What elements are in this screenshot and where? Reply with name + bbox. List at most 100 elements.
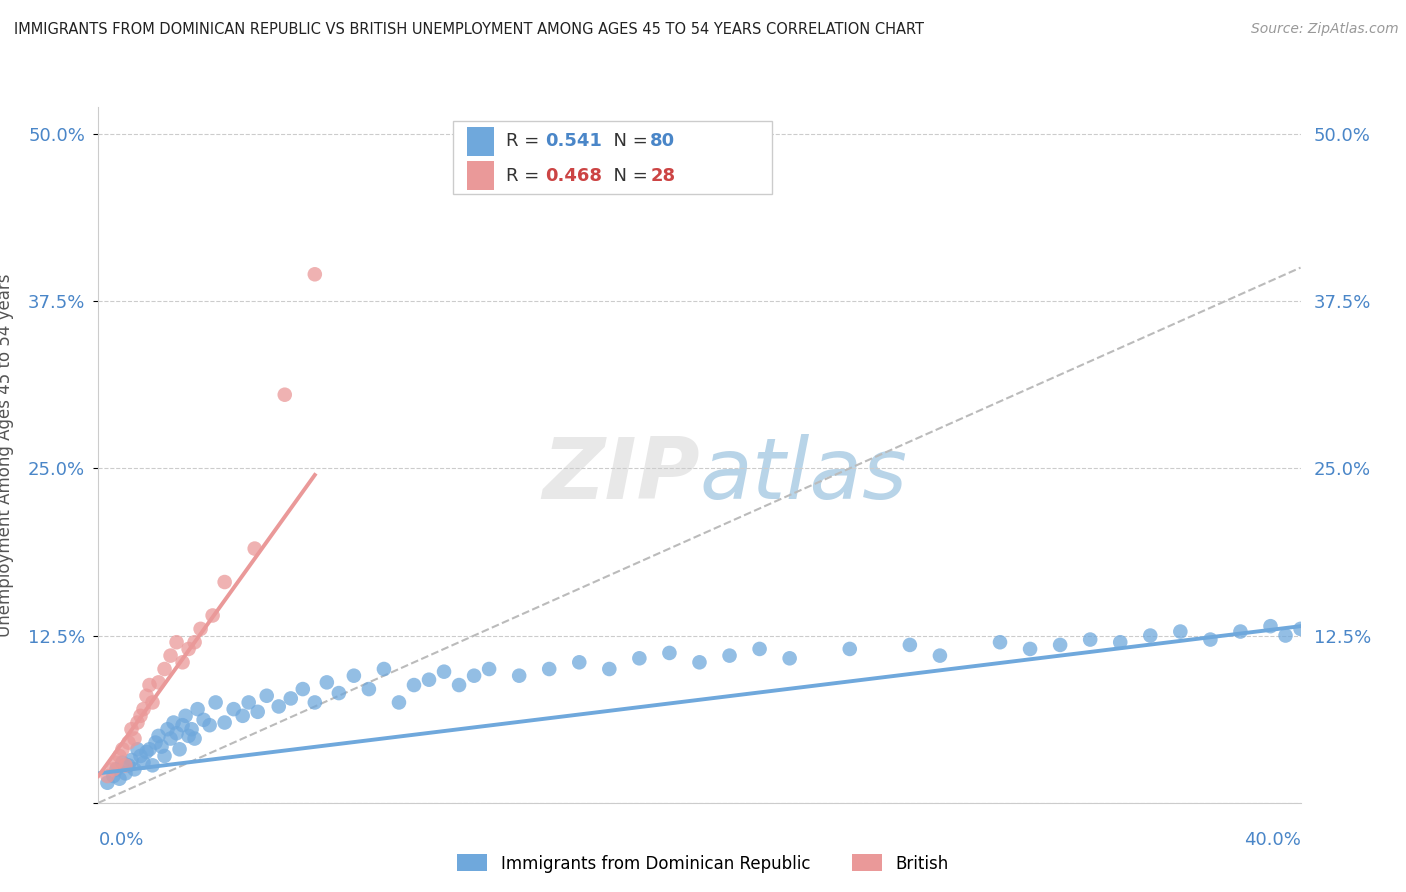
Point xyxy=(129,708,152,723)
Point xyxy=(568,655,591,669)
Point xyxy=(141,696,163,710)
Point xyxy=(103,769,125,783)
Point xyxy=(177,642,200,657)
Legend: Immigrants from Dominican Republic, British: Immigrants from Dominican Republic, Brit… xyxy=(451,847,955,880)
Point xyxy=(779,651,801,665)
Point xyxy=(135,689,157,703)
Text: ZIP: ZIP xyxy=(541,434,700,517)
Text: IMMIGRANTS FROM DOMINICAN REPUBLIC VS BRITISH UNEMPLOYMENT AMONG AGES 45 TO 54 Y: IMMIGRANTS FROM DOMINICAN REPUBLIC VS BR… xyxy=(14,22,924,37)
Point xyxy=(153,749,176,764)
Text: 0.541: 0.541 xyxy=(546,132,603,151)
Point xyxy=(929,648,952,663)
Point xyxy=(388,696,411,710)
Point xyxy=(357,681,380,696)
Point xyxy=(291,681,314,696)
Point xyxy=(96,775,118,790)
Point xyxy=(172,718,194,732)
Point xyxy=(222,702,245,716)
Point xyxy=(145,735,167,749)
Text: 40.0%: 40.0% xyxy=(1244,830,1301,848)
Point xyxy=(117,758,139,772)
Point xyxy=(114,766,136,780)
Point xyxy=(1109,635,1132,649)
Point xyxy=(156,723,179,737)
FancyBboxPatch shape xyxy=(467,127,494,156)
Point xyxy=(373,662,395,676)
Point xyxy=(328,686,350,700)
Point xyxy=(121,723,143,737)
Point xyxy=(418,673,440,687)
Point xyxy=(463,669,485,683)
Point xyxy=(238,696,260,710)
FancyBboxPatch shape xyxy=(453,121,772,194)
Point xyxy=(135,745,157,759)
Point xyxy=(138,742,160,756)
Point xyxy=(689,655,711,669)
Point xyxy=(132,702,155,716)
Point xyxy=(114,758,136,772)
Point xyxy=(117,735,139,749)
Point xyxy=(148,675,170,690)
Point xyxy=(838,642,860,657)
Point xyxy=(127,715,149,730)
Point xyxy=(127,742,149,756)
Point xyxy=(153,662,176,676)
Point xyxy=(1289,622,1312,636)
Point xyxy=(174,708,197,723)
Point xyxy=(148,729,170,743)
Point xyxy=(214,715,236,730)
Text: 28: 28 xyxy=(650,167,675,185)
Point xyxy=(193,713,215,727)
Point xyxy=(162,715,184,730)
Point xyxy=(447,678,470,692)
Point xyxy=(201,608,224,623)
Point xyxy=(718,648,741,663)
Point xyxy=(232,708,254,723)
Point xyxy=(132,756,155,770)
Point xyxy=(1229,624,1251,639)
Point xyxy=(1019,642,1042,657)
Text: N =: N = xyxy=(602,167,654,185)
Point xyxy=(138,678,160,692)
Text: N =: N = xyxy=(602,132,654,151)
Point xyxy=(267,699,290,714)
Point xyxy=(183,731,205,746)
FancyBboxPatch shape xyxy=(467,161,494,190)
Point xyxy=(121,753,143,767)
Text: Source: ZipAtlas.com: Source: ZipAtlas.com xyxy=(1251,22,1399,37)
Point xyxy=(177,729,200,743)
Point xyxy=(508,669,530,683)
Point xyxy=(103,762,125,776)
Point xyxy=(105,756,128,770)
Point xyxy=(150,739,173,754)
Point xyxy=(280,691,302,706)
Y-axis label: Unemployment Among Ages 45 to 54 years: Unemployment Among Ages 45 to 54 years xyxy=(0,273,14,637)
Point xyxy=(304,268,326,282)
Point xyxy=(1260,619,1282,633)
Point xyxy=(243,541,266,556)
Point xyxy=(124,731,146,746)
Point xyxy=(538,662,561,676)
Point xyxy=(214,575,236,590)
Point xyxy=(1139,628,1161,642)
Point xyxy=(111,742,134,756)
Point xyxy=(1078,632,1101,647)
Text: R =: R = xyxy=(506,167,546,185)
Point xyxy=(598,662,620,676)
Point xyxy=(183,635,205,649)
Point xyxy=(124,762,146,776)
Point xyxy=(304,696,326,710)
Point xyxy=(898,638,921,652)
Point xyxy=(111,756,134,770)
Point xyxy=(274,388,297,402)
Point xyxy=(988,635,1011,649)
Point xyxy=(402,678,425,692)
Point xyxy=(246,705,269,719)
Point xyxy=(748,642,770,657)
Point xyxy=(343,669,366,683)
Point xyxy=(1199,632,1222,647)
Point xyxy=(169,742,191,756)
Point xyxy=(172,655,194,669)
Point xyxy=(108,749,131,764)
Point xyxy=(187,702,209,716)
